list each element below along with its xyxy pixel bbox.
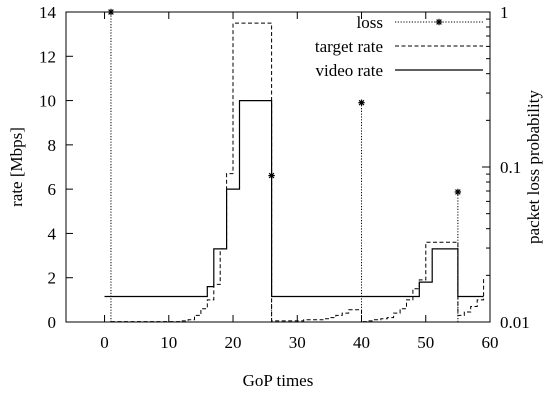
series-video-rate [104,100,484,298]
loss-point [454,188,462,196]
y2-tick-label: 1 [500,3,509,22]
y-axis-title: rate [Mbps] [7,127,26,207]
x-tick-label: 50 [417,333,434,352]
legend-label: target rate [315,37,383,56]
x-tick-label: 10 [160,333,177,352]
legend-label: video rate [316,61,384,80]
x-tick-label: 30 [289,333,306,352]
star-stroke [455,189,461,195]
x-tick-label: 20 [225,333,242,352]
axes-layer: 0 10 20 30 40 50 60 0 2 4 6 8 10 12 14 0.01 0.1 1 GoP time… [7,3,543,390]
legend-marker-loss [435,18,443,26]
video-rate-line [104,100,484,298]
loss-point [358,99,365,106]
star-stroke [358,99,365,106]
y-tick-label: 4 [48,224,57,243]
y-tick-label: 14 [39,3,57,22]
x-tick-label: 0 [100,333,109,352]
star-stroke [436,19,442,25]
target-rate-line [111,22,485,323]
plot-frame [65,11,491,323]
y2-tick-label: 0.1 [500,158,521,177]
y-tick-label: 10 [39,92,56,111]
series-loss [107,8,462,322]
legend-label: loss [357,13,383,32]
y-tick-label: 0 [48,313,57,332]
x-tick-label: 60 [482,333,499,352]
y-tick-label: 12 [39,47,56,66]
y2-tick-label: 0.01 [500,313,530,332]
y-tick-label: 2 [48,269,57,288]
y2-axis-title: packet loss probability [524,90,543,244]
legend: loss target rate video rate [315,13,483,80]
y-tick-label: 8 [48,136,57,155]
series-target-rate [111,22,485,323]
series-layer [104,8,485,323]
x-axis-title: GoP times [243,371,314,390]
x-tick-label: 40 [353,333,370,352]
y-tick-label: 6 [48,180,57,199]
